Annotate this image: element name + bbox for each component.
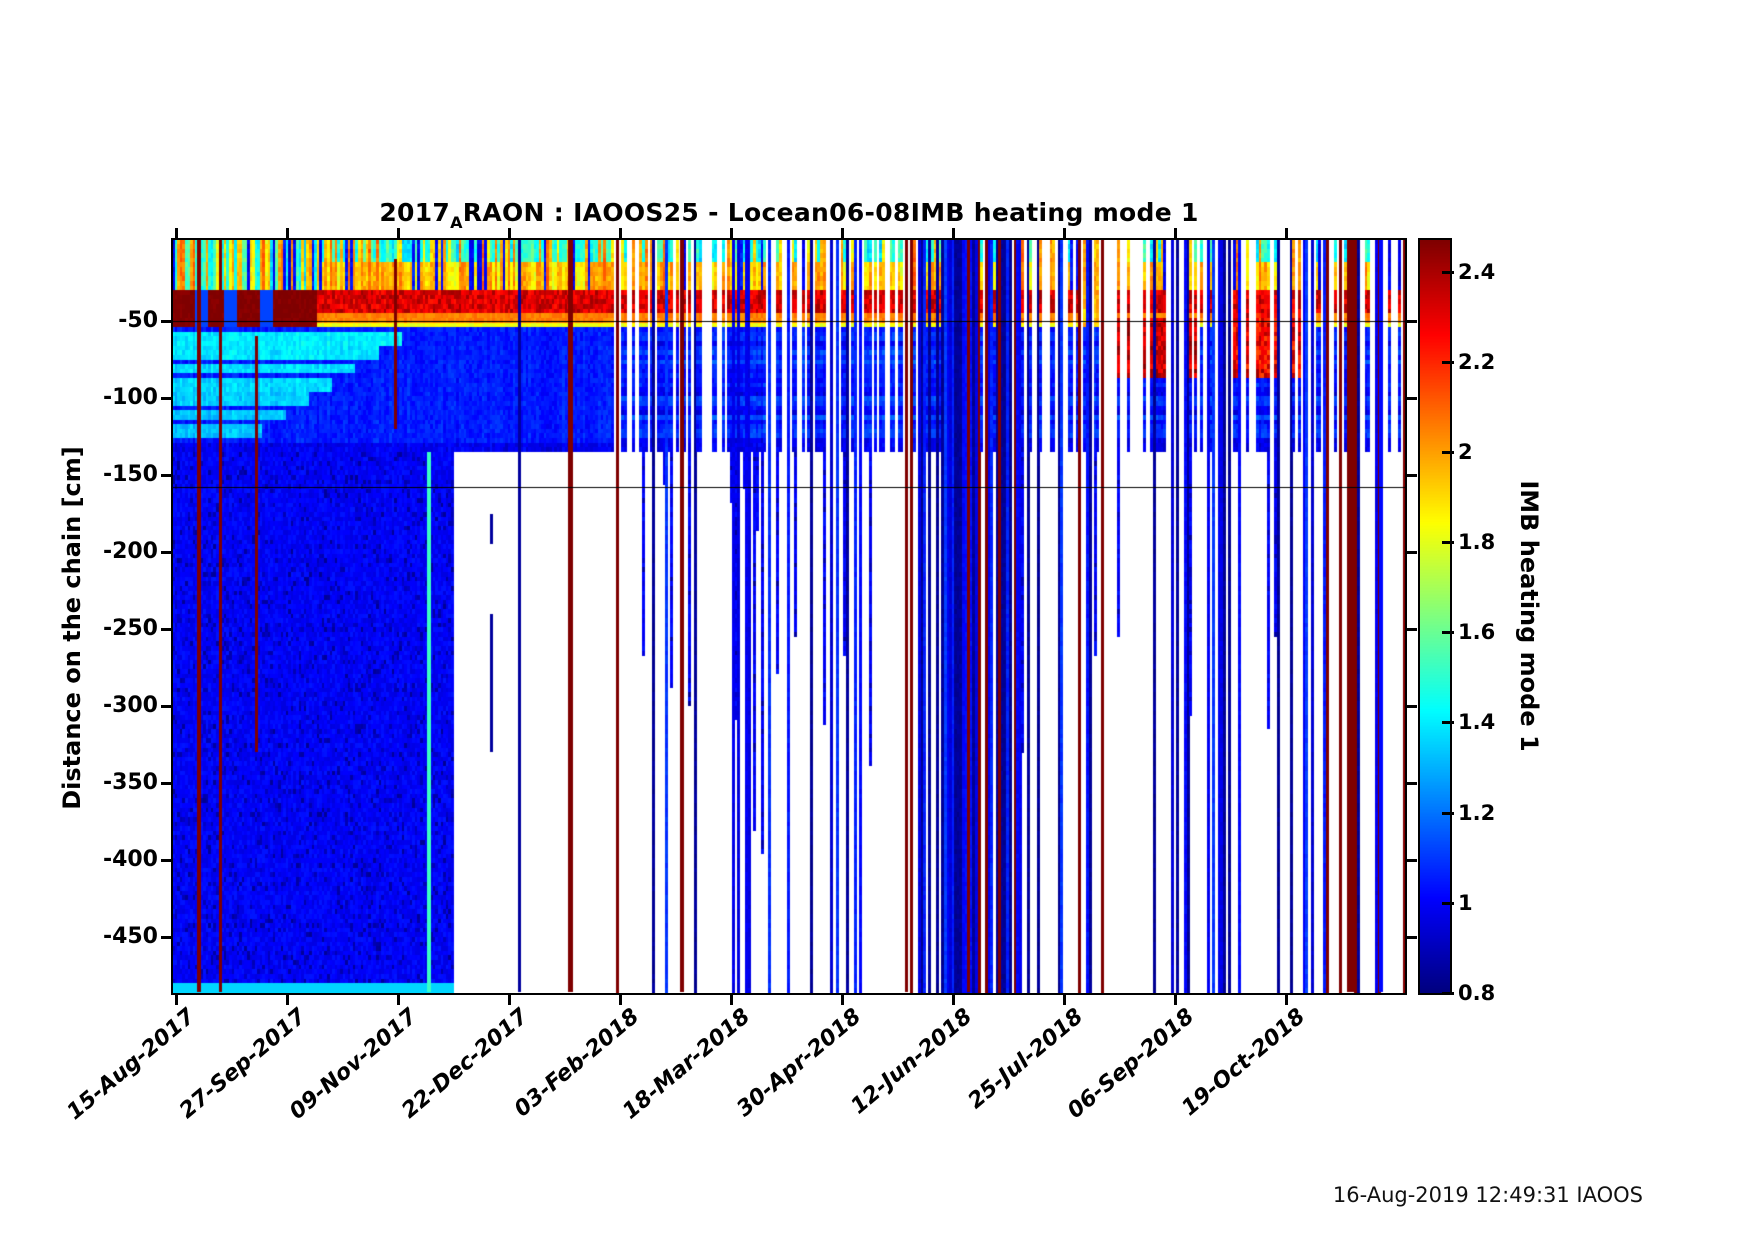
y-tick-label: -100 xyxy=(102,385,158,410)
heatmap-canvas xyxy=(173,240,1405,993)
colorbar-tick xyxy=(1442,541,1454,545)
colorbar-tick xyxy=(1442,992,1454,995)
y-tick-right xyxy=(1406,551,1417,554)
x-tick-top xyxy=(730,228,733,238)
colorbar-tick xyxy=(1442,721,1454,725)
x-tick-label: 09-Nov-2017 xyxy=(284,1004,423,1125)
x-tick-top xyxy=(1285,228,1288,238)
y-tick-right xyxy=(1406,705,1417,708)
y-tick-right xyxy=(1406,859,1417,862)
y-tick-right xyxy=(1406,628,1417,631)
x-tick-top xyxy=(1174,228,1177,238)
colorbar-tick xyxy=(1442,450,1454,454)
y-tick xyxy=(161,705,172,708)
title-subscript: A xyxy=(450,213,463,232)
colorbar-tick xyxy=(1442,631,1454,635)
y-tick-label: -450 xyxy=(102,924,158,949)
title-year: 2017 xyxy=(379,198,451,227)
colorbar-tick xyxy=(1442,270,1454,274)
y-tick xyxy=(161,397,172,400)
x-tick xyxy=(730,993,733,1005)
x-tick-label: 12-Jun-2018 xyxy=(846,1004,978,1120)
x-tick-label: 27-Sep-2017 xyxy=(175,1004,312,1124)
x-tick-top xyxy=(175,228,178,238)
colorbar-tick xyxy=(1442,360,1454,364)
x-tick xyxy=(952,993,955,1005)
x-tick-top xyxy=(619,228,622,238)
y-tick-right xyxy=(1406,474,1417,477)
colorbar-tick-label: 1.4 xyxy=(1458,710,1496,735)
colorbar-tick xyxy=(1442,901,1454,905)
x-tick-label: 18-Mar-2018 xyxy=(618,1004,756,1125)
x-tick-top xyxy=(952,228,955,238)
y-tick-label: -400 xyxy=(102,847,158,872)
colorbar-tick-label: 1 xyxy=(1458,890,1473,915)
x-tick-label: 06-Sep-2018 xyxy=(1063,1004,1200,1124)
footer-timestamp: 16-Aug-2019 12:49:31 IAOOS xyxy=(1332,1183,1643,1207)
colorbar-tick-label: 1.6 xyxy=(1458,620,1496,645)
chart-title: 2017ARAON : IAOOS25 - Locean06-08IMB hea… xyxy=(89,198,1489,232)
y-tick-right xyxy=(1406,936,1417,939)
x-tick-top xyxy=(397,228,400,238)
x-tick xyxy=(1285,993,1288,1005)
y-tick xyxy=(161,782,172,785)
colorbar-gradient xyxy=(1420,240,1450,993)
x-tick xyxy=(175,993,178,1005)
x-tick-top xyxy=(1063,228,1066,238)
y-tick-label: -50 xyxy=(118,308,158,333)
y-tick-label: -200 xyxy=(102,539,158,564)
x-tick-label: 03-Feb-2018 xyxy=(509,1004,645,1123)
colorbar-tick-label: 1.8 xyxy=(1458,530,1496,555)
x-tick xyxy=(508,993,511,1005)
y-tick-label: -300 xyxy=(102,693,158,718)
x-tick xyxy=(1063,993,1066,1005)
x-tick-top xyxy=(286,228,289,238)
colorbar-tick-label: 2.2 xyxy=(1458,349,1496,374)
y-tick-label: -350 xyxy=(102,770,158,795)
x-tick-label: 19-Oct-2018 xyxy=(1177,1004,1311,1122)
y-tick-right xyxy=(1406,782,1417,785)
x-tick xyxy=(841,993,844,1005)
y-tick xyxy=(161,551,172,554)
x-tick xyxy=(619,993,622,1005)
x-tick-label: 25-Jul-2018 xyxy=(963,1004,1089,1115)
colorbar-tick-label: 2 xyxy=(1458,439,1473,464)
y-tick xyxy=(161,628,172,631)
y-tick-right xyxy=(1406,397,1417,400)
colorbar-tick xyxy=(1442,811,1454,815)
title-text: RAON : IAOOS25 - Locean06-08IMB heating … xyxy=(462,198,1199,227)
x-tick-label: 15-Aug-2017 xyxy=(62,1004,201,1126)
y-tick xyxy=(161,320,172,323)
y-tick-label: -250 xyxy=(102,616,158,641)
x-tick-label: 22-Dec-2017 xyxy=(397,1004,534,1124)
y-tick xyxy=(161,474,172,477)
y-tick xyxy=(161,859,172,862)
colorbar-tick-label: 0.8 xyxy=(1458,981,1496,1005)
y-tick xyxy=(161,936,172,939)
x-tick xyxy=(397,993,400,1005)
y-tick-right xyxy=(1406,320,1417,323)
x-tick-top xyxy=(508,228,511,238)
y-tick-label: -150 xyxy=(102,462,158,487)
x-tick-top xyxy=(841,228,844,238)
x-tick xyxy=(1174,993,1177,1005)
x-tick xyxy=(286,993,289,1005)
colorbar-tick-label: 2.4 xyxy=(1458,259,1496,284)
x-tick-label: 30-Apr-2018 xyxy=(732,1004,867,1122)
colorbar-label: IMB heating mode 1 xyxy=(1515,480,1543,752)
colorbar-tick-label: 1.2 xyxy=(1458,800,1496,825)
